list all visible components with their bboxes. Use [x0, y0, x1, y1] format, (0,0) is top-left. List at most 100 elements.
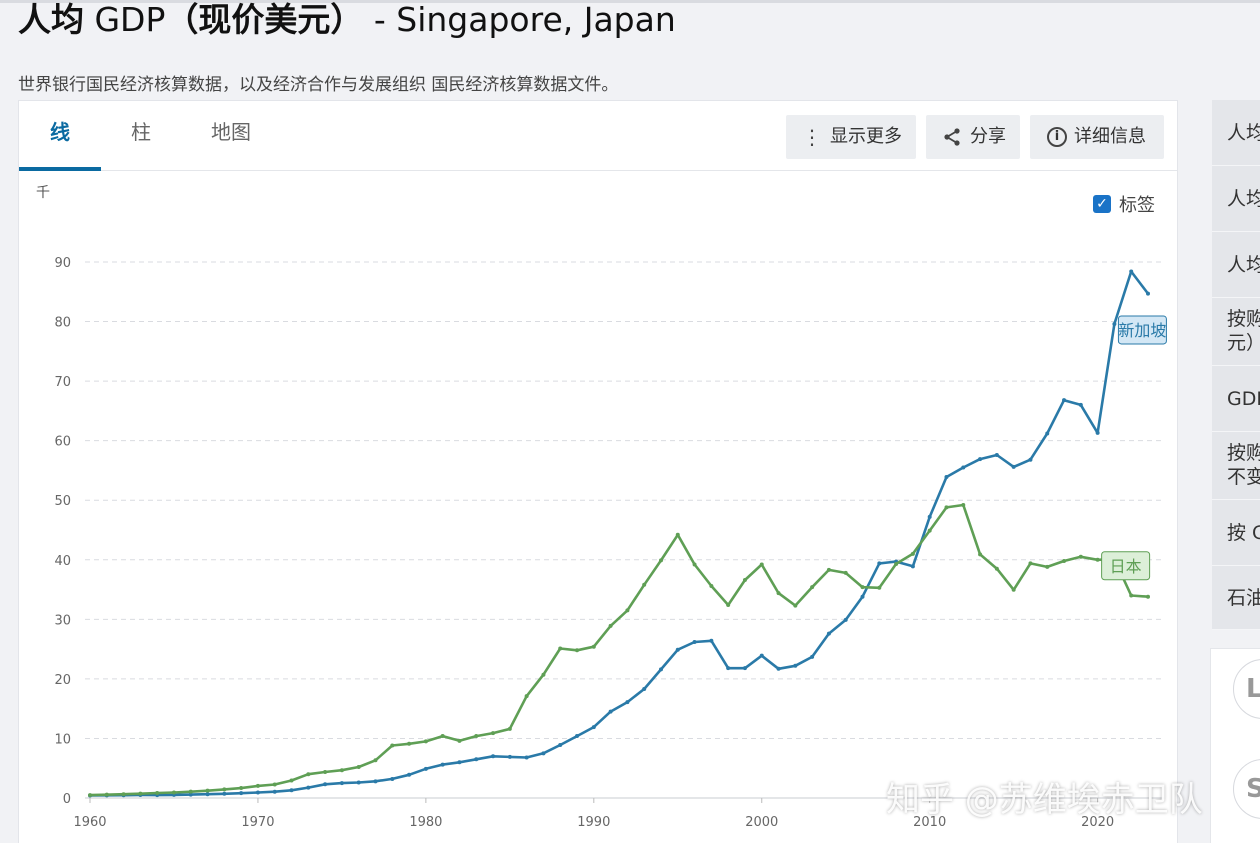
social-icon[interactable]: S [1233, 759, 1260, 819]
more-vertical-icon: ⋮ [802, 125, 822, 149]
data-point [1045, 564, 1050, 569]
data-point [524, 694, 529, 699]
show-more-button[interactable]: ⋮ 显示更多 [786, 115, 916, 159]
data-point [860, 594, 865, 599]
data-point [138, 791, 143, 796]
sidebar-item-8[interactable]: 石油 [1212, 566, 1260, 630]
tab-line[interactable]: 线 [19, 101, 101, 171]
data-point [1129, 269, 1134, 274]
sidebar-item-7[interactable]: 按 G [1212, 500, 1260, 566]
sidebar-item-6[interactable]: 按购 不变 [1212, 432, 1260, 500]
data-point [373, 758, 378, 763]
data-point [1078, 554, 1083, 559]
data-point [910, 551, 915, 556]
data-point [742, 578, 747, 583]
series-label: 日本 [1110, 557, 1142, 576]
sidebar-item-6-line2: 不变 [1227, 466, 1260, 488]
info-icon: i [1047, 127, 1067, 147]
chart-type-tabs: 线 柱 地图 ⋮ 显示更多 分享 i 详细信息 [19, 101, 1177, 171]
x-tick-label: 1960 [73, 815, 106, 830]
data-point [491, 731, 496, 736]
series-label: 新加坡 [1118, 321, 1166, 340]
sidebar-item-3[interactable]: 人均 [1212, 232, 1260, 298]
data-point [675, 647, 680, 652]
data-point [759, 653, 764, 658]
series-line-japan [89, 503, 1149, 797]
data-point [994, 566, 999, 571]
data-point [978, 552, 983, 557]
y-tick-label: 40 [54, 554, 71, 569]
data-point [894, 561, 899, 566]
y-tick-label: 80 [54, 316, 71, 331]
sidebar-item-1[interactable]: 人均 [1212, 100, 1260, 166]
y-tick-label: 90 [54, 256, 71, 271]
data-point [944, 505, 949, 510]
linkedin-icon[interactable]: L [1233, 659, 1260, 719]
data-point [810, 654, 815, 659]
data-point [558, 646, 563, 651]
data-point [642, 582, 647, 587]
title-unit: （现价美元） [165, 0, 364, 39]
data-point [1095, 557, 1100, 562]
data-point [843, 617, 848, 622]
data-point [239, 791, 244, 796]
series-label-box [1101, 551, 1151, 581]
y-tick-label: 50 [54, 494, 71, 509]
data-point [373, 779, 378, 784]
data-point [910, 564, 915, 569]
data-point [423, 739, 428, 744]
data-point [491, 754, 496, 759]
y-tick-label: 60 [54, 435, 71, 450]
share-links-card: L S [1210, 648, 1260, 843]
sidebar-item-4-line2: 元） [1227, 332, 1260, 354]
data-point [222, 791, 227, 796]
title-countries: - Singapore, Japan [363, 0, 676, 39]
data-point [524, 755, 529, 760]
details-button[interactable]: i 详细信息 [1030, 115, 1164, 159]
sidebar-item-5[interactable]: GDP [1212, 366, 1260, 432]
data-point [272, 789, 277, 794]
data-point [810, 585, 815, 590]
page-subtitle: 世界银行国民经济核算数据，以及经济合作与发展组织 国民经济核算数据文件。 [18, 75, 619, 95]
data-point [121, 792, 126, 797]
labels-checkbox[interactable]: ✓ [1093, 195, 1111, 213]
data-point [658, 667, 663, 672]
data-point [440, 734, 445, 739]
sidebar-item-4[interactable]: 按购 元） [1212, 298, 1260, 366]
data-point [1062, 398, 1067, 403]
data-point [306, 785, 311, 790]
data-point [1011, 587, 1016, 592]
data-point [188, 789, 193, 794]
sidebar-item-2[interactable]: 人均 [1212, 166, 1260, 232]
data-point [205, 792, 210, 797]
data-point [289, 778, 294, 783]
tab-map[interactable]: 地图 [211, 120, 251, 144]
title-prefix: 人均 [18, 0, 84, 39]
y-tick-label: 20 [54, 673, 71, 688]
tab-bar[interactable]: 柱 [131, 120, 151, 144]
data-point [726, 603, 731, 608]
data-point [709, 638, 714, 643]
data-point [927, 514, 932, 519]
data-point [1028, 457, 1033, 462]
data-point [390, 776, 395, 781]
data-point [323, 782, 328, 787]
data-point [642, 687, 647, 692]
data-point [255, 790, 260, 795]
data-point [591, 644, 596, 649]
line-chart: 千 0 10 20 30 40 50 60 70 80 90 1960 1970 1980 1990 2000… [36, 185, 1167, 830]
data-point [356, 765, 361, 770]
data-point [759, 562, 764, 567]
data-point [1078, 402, 1083, 407]
data-point [877, 585, 882, 590]
y-unit-label: 千 [36, 185, 50, 201]
series-label-box [1117, 315, 1167, 345]
share-button[interactable]: 分享 [926, 115, 1020, 159]
share-label: 分享 [970, 126, 1006, 147]
data-point [994, 452, 999, 457]
data-point [575, 734, 580, 739]
labels-checkbox-label[interactable]: 标签 [1119, 195, 1155, 216]
data-point [407, 772, 412, 777]
data-point [255, 783, 260, 788]
data-point [306, 772, 311, 777]
